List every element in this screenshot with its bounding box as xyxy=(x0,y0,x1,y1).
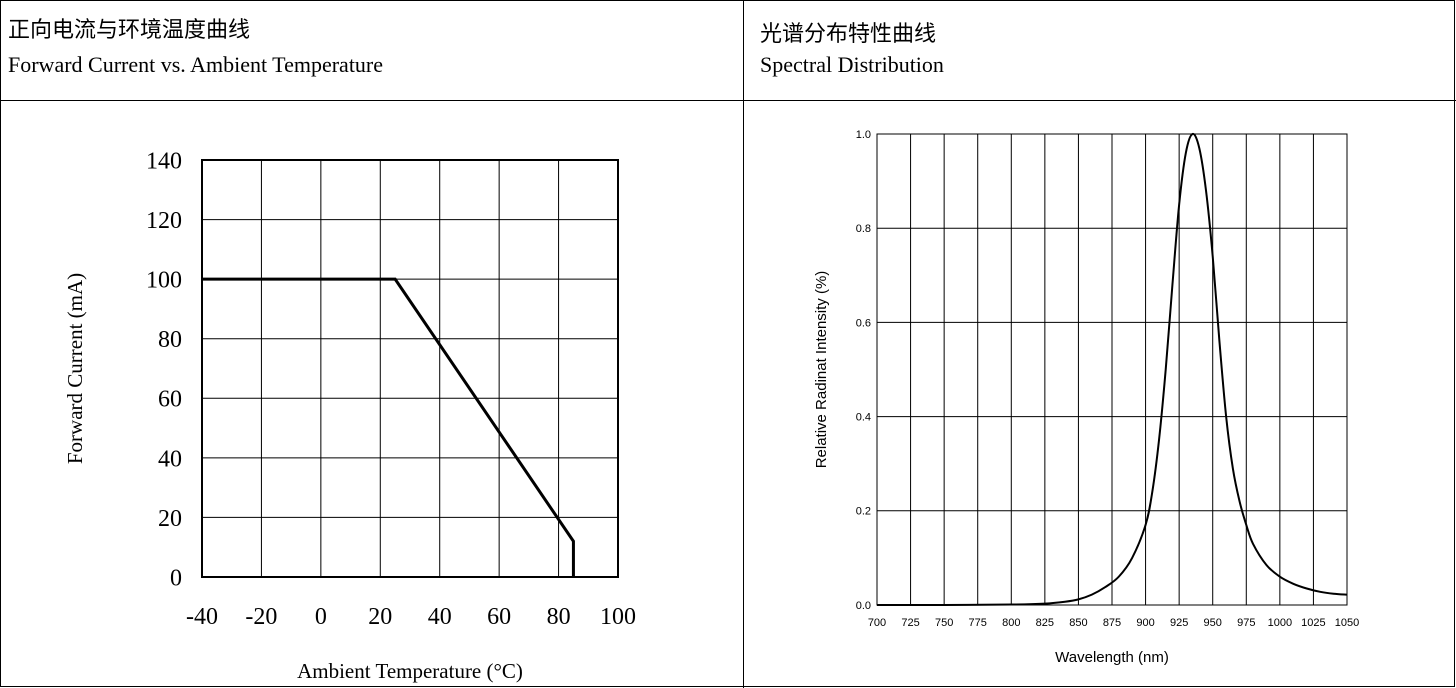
left-title-cn: 正向电流与环境温度曲线 xyxy=(8,18,251,43)
plot-frame xyxy=(201,159,619,578)
y-tick-label: 1.0 xyxy=(856,129,871,141)
y-axis-label: Relative Radinat Intensity (%) xyxy=(813,271,830,469)
y-tick-label: 80 xyxy=(158,327,182,353)
x-tick-label: 40 xyxy=(428,604,452,630)
y-tick-label: 0.2 xyxy=(856,506,871,518)
x-tick-label: 925 xyxy=(1170,617,1188,629)
y-tick-label: 60 xyxy=(158,387,182,413)
y-tick-label: 0.0 xyxy=(856,600,871,612)
x-tick-label: 850 xyxy=(1069,617,1087,629)
x-tick-label: 975 xyxy=(1237,617,1255,629)
x-tick-label: -20 xyxy=(245,604,277,630)
plot-frame xyxy=(876,133,1348,606)
y-tick-label: 120 xyxy=(146,208,182,234)
right-title-cn: 光谱分布特性曲线 xyxy=(760,22,937,47)
y-axis-label: Forward Current (mA) xyxy=(63,273,87,464)
x-tick-label: 1050 xyxy=(1335,617,1359,629)
x-axis-label: Wavelength (nm) xyxy=(1055,649,1169,666)
series-line xyxy=(876,132,1348,607)
left-title-en: Forward Current vs. Ambient Temperature xyxy=(8,52,384,77)
forward-current-chart: -40 -20 0 20 40 60 80 100 0 20 40 60 80 100 120 140 Ambi… xyxy=(63,148,636,683)
right-title-en: Spectral Distribution xyxy=(760,52,944,77)
right-panel-header: 光谱分布特性曲线 Spectral Distribution xyxy=(760,20,944,80)
x-tick-label: 725 xyxy=(901,617,919,629)
x-tick-label: 700 xyxy=(868,617,886,629)
y-tick-label: 0.4 xyxy=(856,411,871,423)
x-tick-label: 20 xyxy=(368,604,392,630)
x-tick-label: 750 xyxy=(935,617,953,629)
x-tick-label: 875 xyxy=(1103,617,1121,629)
x-tick-label: 80 xyxy=(547,604,571,630)
x-tick-label: 0 xyxy=(315,604,327,630)
x-tick-label: 775 xyxy=(969,617,987,629)
y-tick-label: 0.6 xyxy=(856,317,871,329)
x-axis-label: Ambient Temperature (°C) xyxy=(297,659,523,683)
left-panel-header: 正向电流与环境温度曲线 Forward Current vs. Ambient … xyxy=(8,14,383,82)
x-tick-label: 800 xyxy=(1002,617,1020,629)
y-tick-label: 20 xyxy=(158,506,182,532)
spectral-distribution-chart: 700 725 750 775 800 825 850 875 900 925 950 975 1000… xyxy=(813,129,1359,666)
x-tick-label: 825 xyxy=(1036,617,1054,629)
panel-divider-horizontal xyxy=(0,100,1456,101)
x-tick-label: 100 xyxy=(600,604,636,630)
series-line xyxy=(202,277,575,577)
y-tick-label: 0.8 xyxy=(856,223,871,235)
x-tick-label: -40 xyxy=(186,604,218,630)
x-tick-label: 1025 xyxy=(1301,617,1325,629)
y-tick-label: 140 xyxy=(146,148,182,174)
x-tick-label: 60 xyxy=(487,604,511,630)
y-tick-label: 100 xyxy=(146,268,182,294)
x-tick-label: 900 xyxy=(1136,617,1154,629)
x-tick-label: 950 xyxy=(1204,617,1222,629)
panel-divider-vertical xyxy=(743,0,744,688)
x-tick-label: 1000 xyxy=(1268,617,1292,629)
y-tick-label: 0 xyxy=(170,565,182,591)
y-tick-label: 40 xyxy=(158,446,182,472)
